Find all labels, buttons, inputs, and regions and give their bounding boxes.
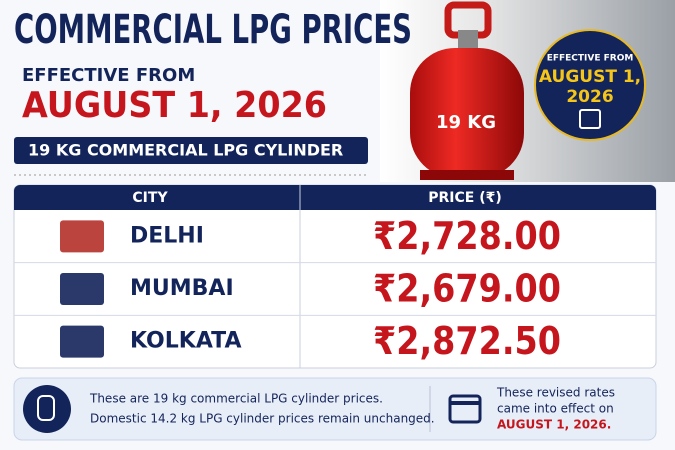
badge-calendar-icon <box>579 109 601 129</box>
title: COMMERCIAL LPG PRICES <box>14 7 412 53</box>
footer-box <box>13 377 657 441</box>
table-rows: DELHI ₹2,728.00 MUMBAI ₹2,679.00 KOLKATA ₹2,8… <box>14 214 656 363</box>
badge <box>534 29 646 141</box>
effective-date: AUGUST 1, 2026 <box>22 85 327 126</box>
subtitle: 19 KG COMMERCIAL LPG CYLINDER <box>28 141 343 160</box>
cylinder-icon-shape <box>37 395 55 421</box>
footer-note: Domestic 14.2 kg LPG cylinder prices rem… <box>90 412 435 426</box>
city-name: MUMBAI <box>130 276 234 301</box>
city-name: DELHI <box>130 223 204 248</box>
cylinder-icon <box>23 385 71 433</box>
footer-note: These are 19 kg commercial LPG cylinder … <box>89 392 383 406</box>
table-header <box>14 185 656 210</box>
footer-effect-date: AUGUST 1, 2026. <box>497 418 611 432</box>
subtitle-pill <box>14 137 368 164</box>
badge-label: EFFECTIVE FROM <box>547 54 634 64</box>
effective-label: EFFECTIVE FROM <box>22 65 195 86</box>
cylinder-label: 19 KG <box>436 112 496 133</box>
footer-effect: These revised rates <box>496 386 615 400</box>
city-name: KOLKATA <box>130 329 241 354</box>
badge-date: AUGUST 1, <box>539 67 641 87</box>
cylinder-illustration <box>410 1 524 180</box>
city-icon <box>60 220 104 253</box>
column-header: PRICE (₹) <box>428 190 502 206</box>
price: ₹2,679.00 <box>373 267 561 311</box>
price: ₹2,728.00 <box>373 214 561 258</box>
footer-effect: came into effect on <box>497 402 614 416</box>
calendar-icon <box>448 394 482 424</box>
badge-year: 2026 <box>566 87 613 107</box>
city-icon <box>60 273 104 305</box>
column-header: CITY <box>132 190 168 206</box>
city-icon <box>60 325 104 358</box>
price: ₹2,872.50 <box>373 319 561 363</box>
